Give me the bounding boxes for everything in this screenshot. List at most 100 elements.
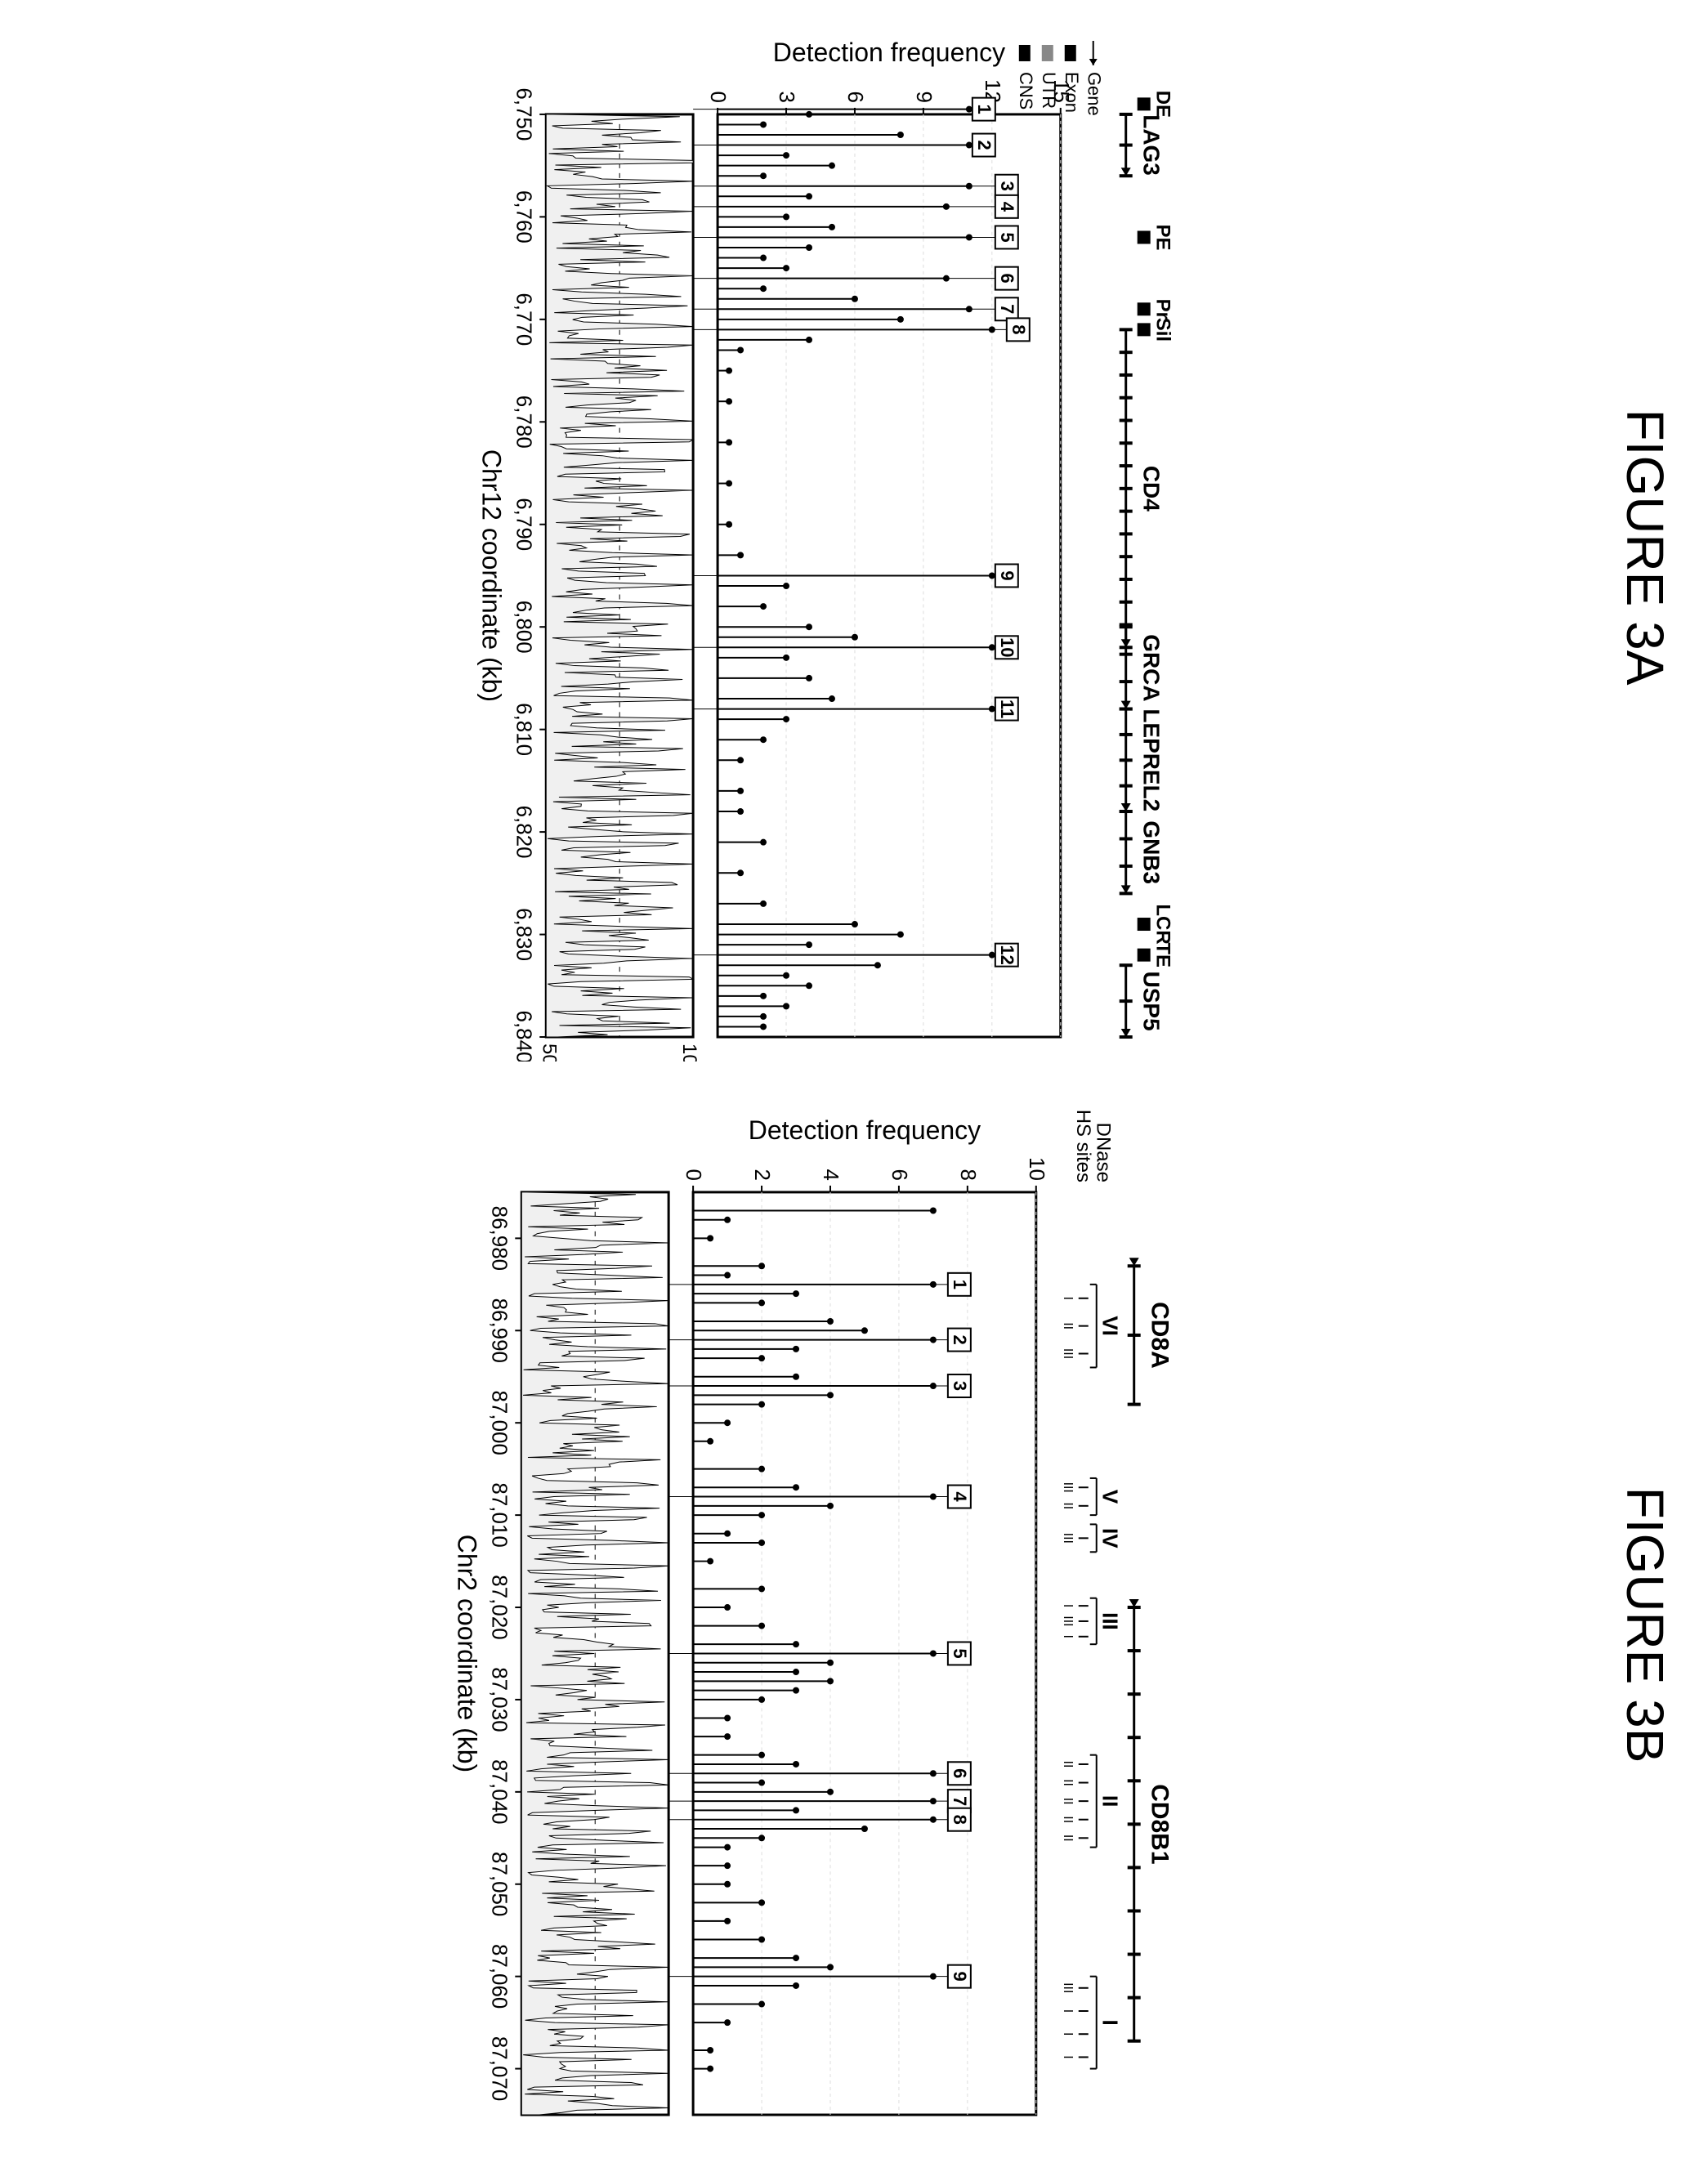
dnase-label-2: HS sites xyxy=(1072,1111,1094,1182)
lollipop-head xyxy=(726,521,732,528)
exon-tick xyxy=(1120,784,1133,788)
lollipop-head xyxy=(852,296,858,302)
exon-tick xyxy=(1120,653,1133,656)
figure-3b-title: FIGURE 3B xyxy=(1615,1111,1675,2139)
hs-tick-label: II xyxy=(1061,1798,1075,1805)
figure-3b-chart: CD8ACD8B1DNaseHS sitesVIIIIIIIVIIIIIIVII… xyxy=(33,1111,1598,2139)
peak-number: 9 xyxy=(997,570,1017,580)
exon-tick xyxy=(1120,999,1133,1003)
lollipop-head xyxy=(760,901,767,907)
exon-tick xyxy=(1120,865,1133,868)
hs-tick-label: I xyxy=(1061,2032,1075,2036)
x-tick-label: 87,010 xyxy=(487,1482,512,1547)
lollipop-head xyxy=(760,121,767,127)
x-tick-label: 87,020 xyxy=(487,1575,512,1639)
exon-tick xyxy=(1128,1606,1141,1609)
lollipop-head xyxy=(758,1466,765,1473)
lollipop-head xyxy=(726,480,732,487)
lollipop-head xyxy=(707,1438,713,1445)
lollipop-head xyxy=(758,1355,765,1361)
peak-number: 8 xyxy=(1008,324,1029,334)
lollipop-head xyxy=(897,932,904,938)
x-tick-label: 6,750 xyxy=(512,87,536,141)
y-tick-label: 0 xyxy=(682,1169,706,1180)
exon-tick xyxy=(1128,1403,1141,1406)
lollipop-head xyxy=(806,941,812,948)
exon-tick xyxy=(1128,2040,1141,2043)
lollipop-head xyxy=(827,1964,834,1970)
lollipop-head xyxy=(829,163,835,169)
peak-number: 1 xyxy=(950,1280,970,1289)
lollipop-head xyxy=(724,1604,731,1611)
exon-tick xyxy=(1128,1996,1141,2000)
exon-tick xyxy=(1128,1692,1141,1696)
exon-tick xyxy=(1120,532,1133,535)
lollipop-head xyxy=(726,398,732,404)
exon-tick xyxy=(1128,1909,1141,1912)
lollipop-head xyxy=(724,1844,731,1851)
lollipop-head xyxy=(829,224,835,230)
exon-tick xyxy=(1120,601,1133,604)
exon-tick xyxy=(1128,1779,1141,1782)
exon-tick xyxy=(1128,1953,1141,1956)
hs-tick-label: II xyxy=(1061,1816,1075,1823)
gene-label: USP5 xyxy=(1139,972,1165,1031)
lollipop-head xyxy=(827,1318,834,1325)
y-tick-label: 9 xyxy=(912,91,937,102)
peak-number: 7 xyxy=(950,1796,970,1806)
hs-tick-label: I xyxy=(1061,2009,1075,2013)
exon-tick xyxy=(1120,758,1133,762)
cluster-label: I xyxy=(1098,2020,1123,2026)
lollipop-head xyxy=(827,1392,834,1398)
lollipop-head xyxy=(793,1641,799,1647)
exon-tick xyxy=(1120,708,1133,711)
lollipop-head xyxy=(793,1687,799,1694)
x-tick-label: 87,040 xyxy=(487,1759,512,1824)
peak-number: 5 xyxy=(950,1648,970,1658)
lollipop-head xyxy=(783,1003,789,1009)
hs-tick-label: III xyxy=(1061,1348,1075,1359)
y-tick-label: 6 xyxy=(888,1169,912,1180)
legend-box xyxy=(1042,45,1053,61)
regulatory-label: PE xyxy=(1152,224,1174,250)
lollipop-head xyxy=(852,634,858,641)
lollipop-head xyxy=(758,1512,765,1518)
lollipop-head xyxy=(783,152,789,159)
lollipop-head xyxy=(758,1780,765,1786)
lollipop-head xyxy=(724,1918,731,1924)
exon-tick xyxy=(1128,1334,1141,1337)
peak-number: 2 xyxy=(974,140,995,150)
lollipop-head xyxy=(760,839,767,846)
y-tick-label: 10 xyxy=(1025,1157,1049,1181)
exon-tick xyxy=(1128,1866,1141,1869)
lollipop-head xyxy=(737,757,744,763)
lollipop-head xyxy=(724,1217,731,1223)
legend-box xyxy=(1019,45,1031,61)
figure-3a-title: FIGURE 3A xyxy=(1615,33,1675,1061)
lollipop-head xyxy=(806,193,812,199)
x-tick-label: 6,810 xyxy=(512,703,536,756)
cons-100-label: 100% xyxy=(678,1044,700,1061)
legend-text: Gene xyxy=(1084,72,1105,116)
cluster-label: II xyxy=(1098,1795,1123,1807)
lollipop-head xyxy=(861,1327,868,1334)
peak-number: 8 xyxy=(950,1815,970,1825)
x-tick-label: 87,030 xyxy=(487,1667,512,1732)
lollipop-head xyxy=(861,1826,868,1832)
peak-number: 1 xyxy=(974,105,995,114)
peak-number: 5 xyxy=(997,232,1017,242)
lollipop-head xyxy=(758,2001,765,2008)
lollipop-head xyxy=(829,695,835,702)
lollipop-head xyxy=(827,1660,834,1666)
lollipop-head xyxy=(793,1761,799,1768)
x-tick-label: 87,000 xyxy=(487,1390,512,1455)
x-axis-label: Chr2 coordinate (kb) xyxy=(452,1535,481,1772)
lollipop-head xyxy=(827,1789,834,1795)
exon-tick xyxy=(1120,396,1133,400)
exon-tick xyxy=(1120,144,1133,147)
cluster-label: IV xyxy=(1098,1528,1123,1549)
lollipop-head xyxy=(806,111,812,118)
exon-tick xyxy=(1120,1035,1133,1039)
lollipop-head xyxy=(758,1752,765,1759)
y-tick-label: 6 xyxy=(843,91,868,102)
